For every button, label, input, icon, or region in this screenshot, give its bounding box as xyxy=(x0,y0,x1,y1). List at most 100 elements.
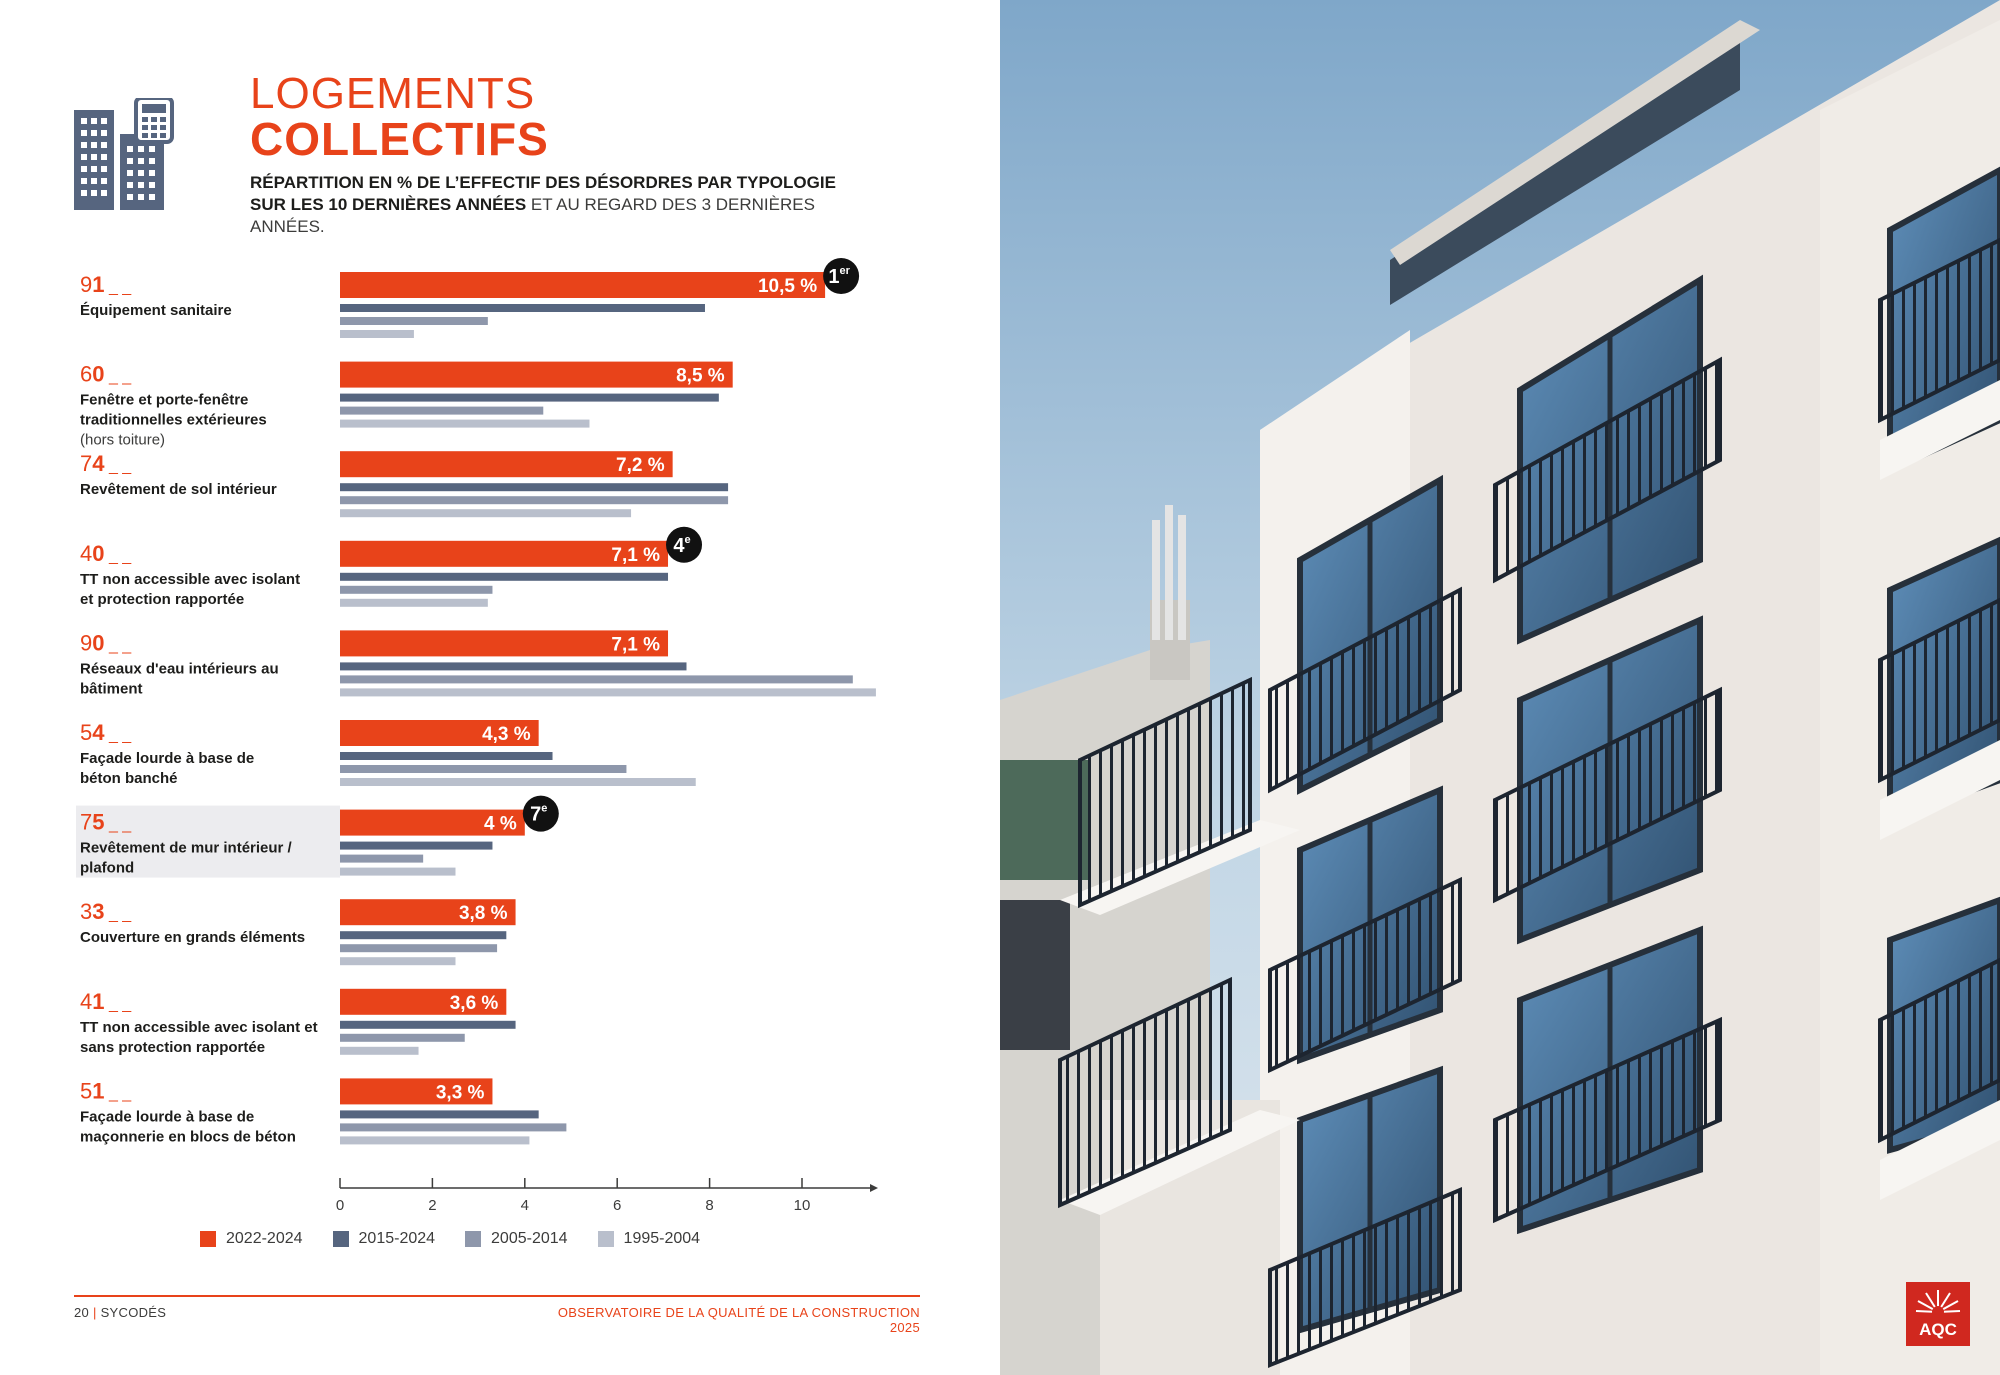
category-code-prefix: 7 xyxy=(80,810,92,835)
section-name: SYCODÉS xyxy=(100,1305,167,1320)
category-code-bold: 4 xyxy=(92,720,105,745)
rank-badge xyxy=(522,795,559,832)
legend-label: 2005-2014 xyxy=(491,1230,568,1247)
category-label: Façade lourde à base de xyxy=(80,750,254,767)
category-code-suffix: _ _ xyxy=(105,906,133,923)
category-code-prefix: 4 xyxy=(80,989,92,1014)
aqc-logo: AQC xyxy=(1906,1282,1970,1346)
category-code-suffix: _ _ xyxy=(105,817,133,834)
category-code: 54 _ _ xyxy=(80,720,132,745)
bar-2015-2024 xyxy=(340,483,729,492)
category-code-suffix: _ _ xyxy=(105,369,133,386)
category-code-bold: 0 xyxy=(92,541,104,566)
category-code-prefix: 7 xyxy=(80,451,92,476)
chart-legend: 2022-2024 2015-2024 2005-2014 1995-2004 xyxy=(200,1230,700,1248)
category-label: Fenêtre et porte-fenêtre xyxy=(80,392,248,409)
page-number: 20 xyxy=(74,1305,90,1320)
legend-label: 2022-2024 xyxy=(226,1230,303,1247)
category-label: Réseaux d'eau intérieurs au xyxy=(80,660,279,677)
bar-2005-2014 xyxy=(340,944,498,953)
category-label: Équipement sanitaire xyxy=(80,302,232,319)
category-code-suffix: _ _ xyxy=(105,458,133,475)
bar-2015-2024 xyxy=(340,304,705,312)
rank-suffix: e xyxy=(685,534,691,546)
bar-2015-2024 xyxy=(340,931,507,940)
building-illustration xyxy=(1000,0,2000,1375)
bar-2005-2014 xyxy=(340,1123,567,1132)
category-code: 90 _ _ xyxy=(80,630,132,655)
bar-1995-2004 xyxy=(340,419,590,428)
category-label: Façade lourde à base de xyxy=(80,1108,254,1125)
bar-2015-2024 xyxy=(340,1110,539,1119)
bar-2015-2024 xyxy=(340,393,719,402)
bar-value-label: 10,5 % xyxy=(758,276,817,297)
bar-2022-2024 xyxy=(340,1078,493,1105)
bar-2022-2024 xyxy=(340,272,826,298)
category-code-suffix: _ _ xyxy=(105,637,133,654)
category-code-prefix: 5 xyxy=(80,720,92,745)
bar-2022-2024 xyxy=(340,361,733,388)
bar-2022-2024 xyxy=(340,451,673,478)
category-note: (hors toiture) xyxy=(80,432,165,449)
rank-number: 4 xyxy=(673,535,685,557)
page-title-line2: COLLECTIFS xyxy=(250,113,549,165)
bar-value-label: 7,2 % xyxy=(616,455,665,476)
category-code-bold: 0 xyxy=(92,362,104,387)
bar-1995-2004 xyxy=(340,1136,530,1145)
legend-item: 1995-2004 xyxy=(597,1230,700,1248)
bar-value-label: 3,8 % xyxy=(459,903,508,924)
bar-2005-2014 xyxy=(340,1033,465,1042)
x-axis-tick-label: 4 xyxy=(521,1197,529,1214)
category-code-suffix: _ _ xyxy=(105,727,133,744)
bar-1995-2004 xyxy=(340,867,456,876)
rank-badge-label: 1er xyxy=(828,265,850,288)
legend-swatch xyxy=(332,1231,349,1247)
category-code-prefix: 6 xyxy=(80,362,92,387)
category-code-prefix: 9 xyxy=(80,630,92,655)
bar-2022-2024 xyxy=(340,899,516,926)
category-label: traditionnelles extérieures xyxy=(80,412,267,429)
legend-swatch xyxy=(200,1231,216,1247)
category-label: sans protection rapportée xyxy=(80,1039,265,1056)
highlight-background xyxy=(76,805,340,878)
legend-swatch xyxy=(465,1231,482,1247)
category-label: béton banché xyxy=(80,770,178,787)
category-label: Revêtement de sol intérieur xyxy=(80,481,277,498)
category-code-prefix: 5 xyxy=(80,1078,92,1103)
rank-number: 7 xyxy=(530,804,541,826)
footer-divider xyxy=(74,1295,920,1297)
subtitle-bold: RÉPARTITION EN % DE L’EFFECTIF DES DÉSOR… xyxy=(250,173,836,214)
legend-item: 2015-2024 xyxy=(332,1230,436,1248)
category-label: TT non accessible avec isolant et xyxy=(80,1019,318,1036)
bar-value-label: 4,3 % xyxy=(482,724,531,745)
category-code: 91 _ _ xyxy=(80,272,132,297)
page-title-line1: LOGEMENTS xyxy=(250,69,536,118)
chart-subtitle: RÉPARTITION EN % DE L’EFFECTIF DES DÉSOR… xyxy=(250,172,870,238)
legend-label: 2015-2024 xyxy=(358,1230,436,1247)
category-code-bold: 1 xyxy=(92,272,104,297)
subtitle-light: ET AU REGARD DES 3 DERNIÈRES ANNÉES. xyxy=(250,195,815,236)
bar-value-label: 3,3 % xyxy=(436,1082,485,1103)
bar-value-label: 4 % xyxy=(484,814,517,835)
category-code-bold: 4 xyxy=(92,451,105,476)
rank-number: 1 xyxy=(828,266,839,288)
category-code-bold: 0 xyxy=(92,630,104,655)
bar-2005-2014 xyxy=(340,317,488,325)
category-label: Couverture en grands éléments xyxy=(80,929,305,946)
category-code-bold: 1 xyxy=(92,1078,104,1103)
bar-2015-2024 xyxy=(340,1020,516,1029)
category-code-suffix: _ _ xyxy=(105,996,133,1013)
bar-2005-2014 xyxy=(340,496,729,505)
category-label: maçonnerie en blocs de béton xyxy=(80,1128,296,1145)
footer-separator: | xyxy=(92,1305,101,1320)
bar-2022-2024 xyxy=(340,720,539,746)
rank-badge-label: 7e xyxy=(530,803,547,826)
bar-value-label: 7,1 % xyxy=(611,545,660,566)
legend-item: 2022-2024 xyxy=(200,1230,303,1248)
category-label: TT non accessible avec isolant xyxy=(80,571,300,588)
buildings-calculator-icon xyxy=(74,98,174,210)
rank-suffix: er xyxy=(839,265,850,277)
bar-2015-2024 xyxy=(340,752,553,760)
bar-1995-2004 xyxy=(340,1046,419,1055)
rank-badge-label: 4e xyxy=(673,534,690,557)
